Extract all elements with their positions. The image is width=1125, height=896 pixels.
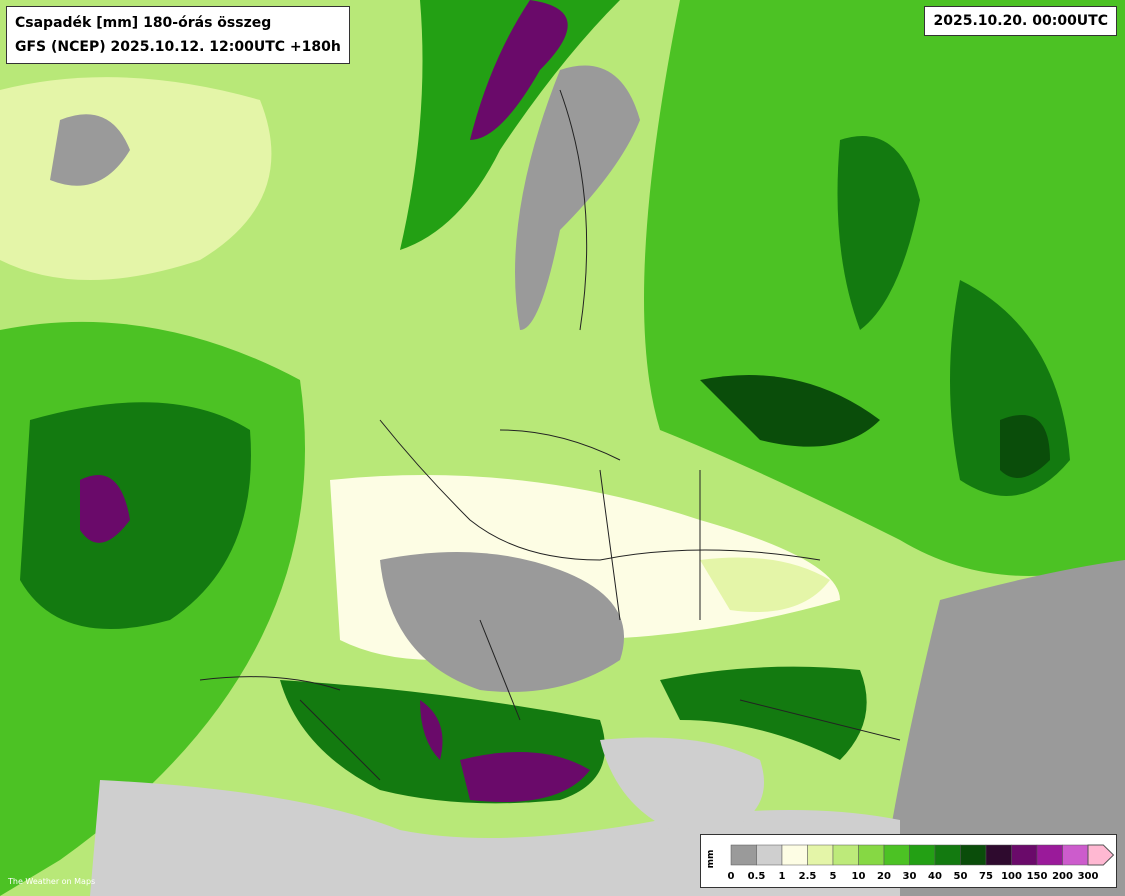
legend-tick-label: 30 xyxy=(903,871,917,882)
legend-swatch xyxy=(1011,844,1038,866)
legend-unit: mm xyxy=(706,850,716,869)
legend-swatch xyxy=(1036,844,1063,866)
legend-tick-label: 0.5 xyxy=(748,871,766,882)
legend-arrow xyxy=(1087,844,1115,866)
legend: mm 0 0.5 1 2.5 5 10 20 30 40 50 75 100 150 200 300 xyxy=(700,834,1117,888)
legend-tick-label: 1 xyxy=(779,871,786,882)
legend-tick-label: 5 xyxy=(830,871,837,882)
legend-tick-label: 200 xyxy=(1052,871,1073,882)
valid-time: 2025.10.20. 00:00UTC xyxy=(924,6,1117,36)
borders xyxy=(199,89,901,781)
legend-swatch xyxy=(1062,844,1089,866)
legend-tick-label: 150 xyxy=(1027,871,1048,882)
legend-tick-label: 2.5 xyxy=(799,871,817,882)
logo: The Weather on Maps xyxy=(8,877,96,886)
subtitle: GFS (NCEP) 2025.10.12. 12:00UTC +180h xyxy=(15,39,341,55)
legend-tick-label: 75 xyxy=(979,871,993,882)
legend-tick-label: 300 xyxy=(1078,871,1099,882)
legend-swatch xyxy=(730,844,757,866)
legend-tick-label: 40 xyxy=(928,871,942,882)
legend-swatch xyxy=(832,844,859,866)
legend-swatch xyxy=(756,844,783,866)
title-box: Csapadék [mm] 180-órás összeg GFS (NCEP)… xyxy=(6,6,350,64)
legend-swatch xyxy=(883,844,910,866)
legend-swatch xyxy=(985,844,1012,866)
legend-swatch xyxy=(858,844,885,866)
legend-tick-label: 0 xyxy=(728,871,735,882)
legend-swatch xyxy=(781,844,808,866)
legend-tick-label: 100 xyxy=(1001,871,1022,882)
legend-tick-label: 20 xyxy=(877,871,891,882)
legend-scale: mm 0 0.5 1 2.5 5 10 20 30 40 50 75 100 150 200 300 xyxy=(706,844,1115,882)
legend-swatch xyxy=(807,844,834,866)
title: Csapadék [mm] 180-órás összeg xyxy=(15,15,272,31)
legend-tick-label: 10 xyxy=(852,871,866,882)
legend-swatch xyxy=(934,844,961,866)
legend-swatch xyxy=(909,844,936,866)
legend-swatch xyxy=(960,844,987,866)
legend-tick-label: 50 xyxy=(954,871,968,882)
